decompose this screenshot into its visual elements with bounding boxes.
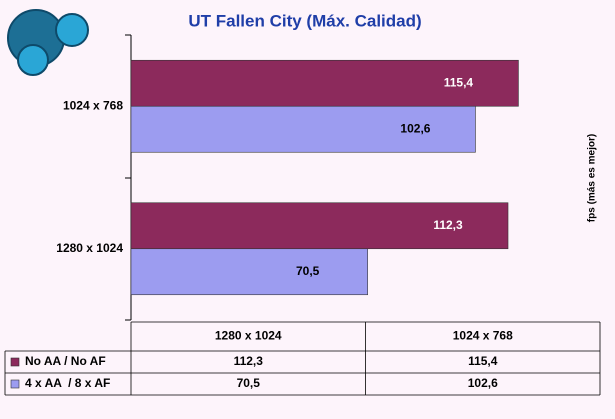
table-cell: 112,3 [234,354,264,368]
y-axis-label: fps (más es mejor) [587,134,598,222]
value-label: 102,6 [400,121,430,135]
value-label: 70,5 [296,264,320,278]
logo [7,9,89,76]
legend-label: No AA / No AF [25,354,106,368]
legend-swatch [10,379,20,389]
table-cell: 115,4 [468,354,498,368]
bar [130,105,476,153]
y-tick-label: 1024 x 768 [63,98,123,112]
chart-title: UT Fallen City (Máx. Calidad) [188,11,421,30]
y-tick-label: 1280 x 1024 [56,241,123,255]
value-label: 115,4 [444,75,474,89]
bar [130,248,368,296]
table-cell: 102,6 [468,376,498,390]
legend-swatch [10,357,20,367]
table-header: 1280 x 1024 [215,329,282,343]
table-header: 1024 x 768 [453,329,513,343]
value-label: 112,3 [433,218,463,232]
table-cell: 70,5 [237,376,261,390]
bar [130,202,509,250]
legend-label: 4 x AA / 8 x AF [25,376,110,390]
